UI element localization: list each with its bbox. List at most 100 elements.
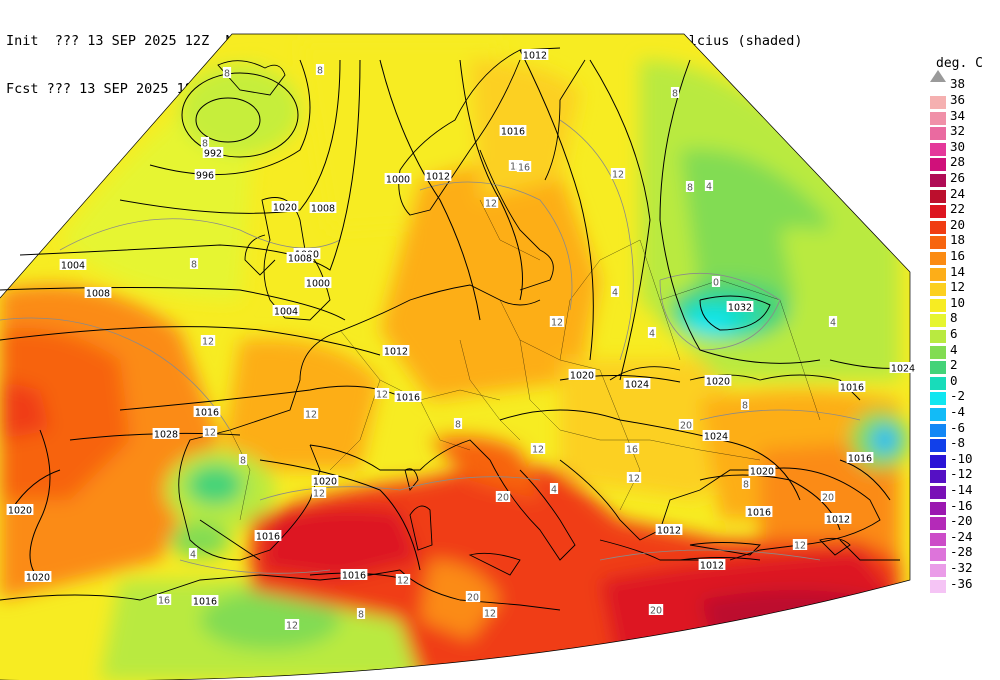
- legend-swatch: [930, 501, 946, 515]
- dewpoint-label: 20: [467, 593, 479, 604]
- pressure-label: 1016: [848, 454, 872, 465]
- legend-row: 26: [930, 170, 1000, 187]
- legend-row: -36: [930, 576, 1000, 593]
- pressure-label: 1020: [706, 377, 730, 388]
- pressure-label-bg: [194, 169, 216, 180]
- legend-row: -4: [930, 404, 1000, 421]
- dewpoint-label-bg: [200, 335, 216, 346]
- legend-swatch: [930, 345, 946, 359]
- dewpoint-label: 16: [158, 596, 170, 607]
- legend-swatch: [930, 454, 946, 468]
- legend-row: -12: [930, 466, 1000, 484]
- legend-label: 26: [950, 170, 966, 185]
- legend-label: -16: [950, 497, 973, 513]
- dewpoint-label: 4: [649, 329, 655, 340]
- pressure-label-bg: [84, 287, 112, 298]
- dewpoint-label-bg: [648, 604, 664, 615]
- dewpoint-label-bg: [610, 168, 626, 179]
- dewpoint-label-bg: [315, 64, 325, 75]
- legend-label: 24: [950, 185, 966, 201]
- legend-label: -32: [950, 560, 973, 575]
- legend-row: 0: [930, 372, 1000, 390]
- legend-swatch: [930, 579, 946, 593]
- dewpoint-label-bg: [711, 276, 721, 287]
- pressure-label: 1012: [700, 561, 724, 572]
- pressure-label-bg: [193, 406, 221, 417]
- dewpoint-label: 12: [305, 410, 317, 421]
- dewpoint-label: 4: [551, 485, 557, 496]
- pressure-label: 1012: [426, 172, 450, 183]
- legend-label: 18: [950, 232, 966, 248]
- legend-swatch: [930, 96, 946, 109]
- dewpoint-label: 12: [313, 489, 325, 500]
- dewpoint-label-bg: [670, 87, 680, 98]
- pressure-label-bg: [655, 524, 683, 535]
- pressure-label: 1016: [747, 508, 771, 519]
- dewpoint-label: 8: [317, 66, 323, 77]
- pressure-label-bg: [698, 559, 726, 570]
- legend-swatch: [930, 252, 946, 265]
- pressure-label: 1008: [311, 204, 335, 215]
- dewpoint-label-bg: [704, 180, 714, 191]
- dewpoint-label: 12: [794, 541, 806, 552]
- legend-label: 6: [950, 326, 958, 341]
- legend-row: 18: [930, 232, 1000, 250]
- pressure-label: 1016: [256, 532, 280, 543]
- dewpoint-label-bg: [482, 607, 498, 618]
- dewpoint-label-bg: [678, 419, 694, 430]
- pressure-label-bg: [272, 305, 300, 316]
- dewpoint-label: 12: [397, 576, 409, 587]
- pressure-label-bg: [623, 378, 651, 389]
- pressure-label: 1016: [195, 408, 219, 419]
- pressure-label: 1024: [625, 380, 649, 391]
- dewpoint-label-bg: [356, 608, 366, 619]
- legend-swatch: [930, 517, 946, 531]
- dewpoint-label-bg: [495, 491, 511, 502]
- pressure-label: 1016: [193, 597, 217, 608]
- dewpoint-label-bg: [465, 591, 481, 602]
- legend-label: 4: [950, 341, 958, 357]
- legend-label: 0: [950, 372, 958, 388]
- pressure-label-bg: [702, 430, 730, 441]
- legend-label: 2: [950, 357, 958, 373]
- pressure-label-bg: [286, 252, 314, 263]
- legend-swatch: [930, 361, 946, 375]
- legend-label: 30: [950, 138, 966, 154]
- legend-label: -8: [950, 435, 966, 451]
- legend-label: 12: [950, 279, 966, 295]
- legend-row: -2: [930, 388, 1000, 406]
- legend-label: -28: [950, 544, 973, 560]
- legend-label: -6: [950, 419, 966, 435]
- legend-row: 2: [930, 357, 1000, 375]
- legend-swatch: [930, 298, 946, 312]
- pressure-labels: 1012 1016 1012 1000 992 996 1008 1000 1004 1008 10…: [6, 49, 917, 608]
- pressure-label-bg: [745, 506, 773, 517]
- dewpoint-label-bg: [453, 418, 463, 429]
- dewpoint-label-bg: [303, 408, 319, 419]
- dewpoint-label-bg: [395, 574, 411, 585]
- legend-label: 20: [950, 216, 966, 232]
- dewpoint-label-bg: [741, 478, 751, 489]
- legend-row: 4: [930, 341, 1000, 359]
- dewpoint-label-bg: [202, 426, 218, 437]
- legend-swatch: [930, 564, 946, 577]
- legend-label: 32: [950, 123, 966, 139]
- pressure-label-bg: [6, 504, 34, 515]
- legend-row: 16: [930, 248, 1000, 265]
- dewpoint-label: 8: [687, 183, 693, 194]
- legend-row: 28: [930, 154, 1000, 172]
- pressure-label-bg: [838, 381, 866, 392]
- dewpoint-label: 12: [510, 162, 522, 173]
- legend-row: 6: [930, 326, 1000, 343]
- legend-row: -16: [930, 497, 1000, 515]
- legend-row: -32: [930, 560, 1000, 577]
- legend-row: -6: [930, 419, 1000, 437]
- legend-top-label: 38: [950, 76, 966, 91]
- dewpoint-label-bg: [549, 483, 559, 494]
- dewpoint-label-bg: [200, 137, 210, 148]
- legend-swatch: [930, 267, 946, 281]
- dewpoint-label: 12: [202, 337, 214, 348]
- pressure-label: 996: [196, 171, 214, 182]
- legend-row: 12: [930, 279, 1000, 297]
- legend-swatch: [930, 392, 946, 406]
